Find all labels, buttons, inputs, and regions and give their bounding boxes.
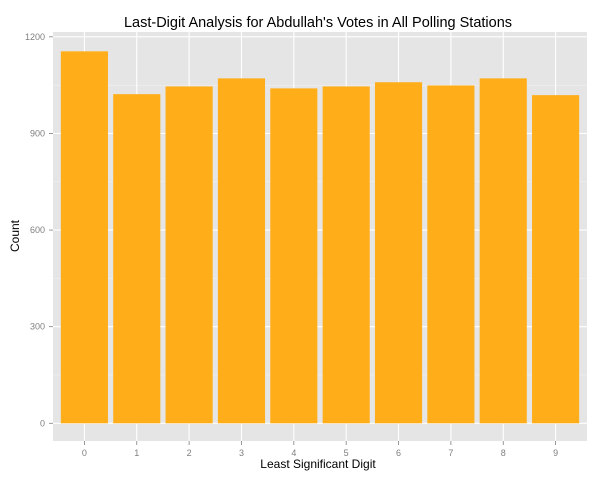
x-tick-label: 8 (501, 448, 506, 458)
bar-layer (60, 51, 580, 424)
chart-title: Last-Digit Analysis for Abdullah's Votes… (124, 15, 512, 31)
y-axis-label: Count (8, 219, 22, 252)
y-tick-label: 1200 (25, 32, 45, 42)
y-tick-label: 300 (30, 322, 45, 332)
x-tick-label: 4 (291, 448, 296, 458)
x-tick-label: 1 (134, 448, 139, 458)
bar-digit-1 (113, 94, 161, 424)
bar-digit-3 (217, 78, 266, 424)
x-tick-label: 9 (553, 448, 558, 458)
bar-digit-6 (374, 82, 423, 424)
x-tick-label: 2 (187, 448, 192, 458)
bar-digit-8 (479, 78, 527, 424)
y-tick-label: 900 (30, 128, 45, 138)
x-tick-label: 0 (82, 448, 87, 458)
x-tick-label: 3 (239, 448, 244, 458)
bar-digit-7 (427, 85, 475, 424)
y-tick-label: 600 (30, 225, 45, 235)
y-tick-label: 0 (40, 418, 45, 428)
x-tick-label: 6 (396, 448, 401, 458)
x-axis-label: Least Significant Digit (260, 457, 376, 471)
x-tick-label: 5 (344, 448, 349, 458)
bar-digit-9 (532, 95, 580, 424)
tick-layer: 0 300 600 900 1200 0 1 2 3 4 5 6 7 8 9 (25, 32, 558, 458)
bar-digit-0 (60, 51, 108, 424)
bar-digit-4 (270, 88, 318, 424)
bar-digit-2 (165, 86, 213, 424)
bar-digit-5 (322, 86, 370, 424)
x-tick-label: 7 (448, 448, 453, 458)
